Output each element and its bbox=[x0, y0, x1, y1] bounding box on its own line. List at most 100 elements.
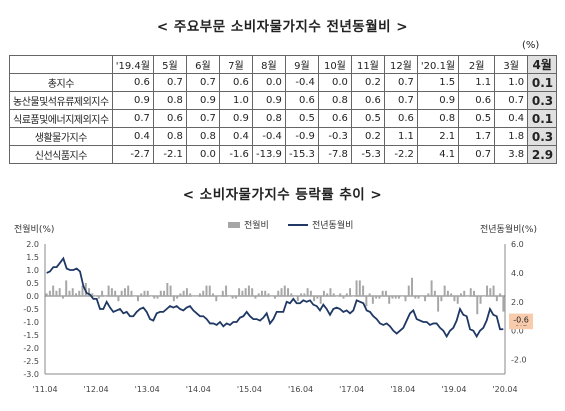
cell-value: 0.0 bbox=[251, 73, 286, 92]
bar-mom bbox=[110, 288, 113, 296]
bar-mom bbox=[329, 288, 332, 296]
bar-mom bbox=[274, 296, 276, 299]
bar-mom bbox=[446, 290, 449, 296]
bar-mom bbox=[221, 290, 224, 296]
bar-mom bbox=[75, 293, 77, 296]
left-axis-label: 전월비(%) bbox=[14, 223, 54, 235]
cell-value: 3.8 bbox=[494, 145, 529, 164]
row-label: 신선식품지수 bbox=[9, 145, 113, 164]
cell-value: 0.4 bbox=[494, 109, 529, 128]
cell-value: 0.6 bbox=[383, 109, 418, 128]
bar-mom bbox=[437, 296, 440, 312]
bar-mom bbox=[450, 293, 453, 296]
table-row: 농산물및석유류제외지수 0.9 0.8 0.9 1.0 0.9 0.6 0.8 0.6 0.7 0.… bbox=[9, 91, 558, 110]
table-corner bbox=[9, 55, 113, 74]
x-tick-label: '19.04 bbox=[441, 385, 466, 394]
cell-value: 0.9 bbox=[111, 91, 154, 110]
bar-mom bbox=[107, 285, 110, 296]
bar-mom bbox=[65, 280, 68, 296]
right-tick-label: -2.0 bbox=[511, 356, 527, 365]
bar-mom bbox=[202, 290, 205, 296]
bar-mom bbox=[290, 293, 293, 296]
x-tick-label: '14.04 bbox=[186, 385, 211, 394]
cell-value: 4.1 bbox=[416, 145, 460, 164]
bar-mom bbox=[482, 296, 485, 297]
bar-mom bbox=[371, 296, 374, 304]
cell-value: 0.8 bbox=[152, 127, 187, 146]
bar-mom bbox=[81, 285, 84, 296]
cell-value: 2.1 bbox=[416, 127, 460, 146]
col-header: 11월 bbox=[350, 55, 385, 74]
unit-label: (%) bbox=[522, 40, 540, 51]
bar-mom bbox=[420, 296, 423, 297]
bar-mom bbox=[391, 296, 394, 299]
cell-value: 0.5 bbox=[284, 109, 319, 128]
bar-mom bbox=[309, 290, 312, 296]
cell-value: -15.3 bbox=[284, 145, 319, 164]
bar-mom bbox=[78, 290, 81, 296]
bar-mom bbox=[195, 296, 198, 297]
bar-mom bbox=[212, 293, 214, 296]
row-label: 식료품및에너지제외지수 bbox=[9, 109, 113, 128]
cpi-trend-chart: 전월비(%) 전년동월비(%) 전월비 전년동월비 2.0 1.5 1.0 0.5 0.0 -0.… bbox=[14, 219, 537, 394]
cell-value: 0.8 bbox=[251, 109, 286, 128]
bar-mom bbox=[58, 288, 61, 296]
bar-mom bbox=[267, 293, 270, 296]
bar-mom bbox=[270, 296, 273, 297]
bar-mom bbox=[48, 290, 51, 296]
bar-mom bbox=[68, 290, 71, 296]
bar-mom bbox=[427, 293, 430, 296]
bar-mom bbox=[411, 277, 413, 296]
col-header: 3월 bbox=[494, 55, 529, 74]
bar-mom bbox=[257, 293, 260, 296]
bar-mom bbox=[479, 296, 482, 304]
bar-mom bbox=[244, 288, 247, 296]
cell-value: 1.8 bbox=[494, 127, 529, 146]
cell-value: 0.6 bbox=[111, 73, 154, 92]
bar-mom bbox=[225, 285, 228, 296]
bar-mom bbox=[459, 293, 462, 296]
bar-mom bbox=[358, 280, 361, 296]
bar-mom bbox=[117, 296, 120, 302]
col-header: 7월 bbox=[218, 55, 253, 74]
bar-mom bbox=[254, 296, 257, 299]
bar-mom bbox=[189, 293, 192, 296]
bar-mom bbox=[277, 290, 280, 296]
bar-mom bbox=[101, 290, 104, 296]
bar-mom bbox=[218, 296, 221, 297]
cell-value: 0.7 bbox=[152, 73, 187, 92]
cell-value: 0.7 bbox=[458, 145, 496, 164]
col-header: 8월 bbox=[251, 55, 286, 74]
bar-mom bbox=[182, 290, 185, 296]
table-row: 신선식품지수 -2.7 -2.1 0.0 -1.6 -13.9 -15.3 -7.8 -5.3-… bbox=[9, 145, 558, 164]
cell-value: 0.8 bbox=[317, 91, 352, 110]
bar-mom bbox=[433, 290, 436, 296]
bar-mom bbox=[159, 290, 162, 296]
bar-mom bbox=[417, 296, 420, 299]
x-tick-label: '20.04 bbox=[492, 385, 517, 394]
cell-value: 1.0 bbox=[218, 91, 253, 110]
row-label: 생활물가지수 bbox=[9, 127, 113, 146]
x-tick-label: '15.04 bbox=[237, 385, 262, 394]
bar-mom bbox=[404, 296, 407, 302]
bar-mom bbox=[172, 296, 175, 302]
left-tick-label: -2.0 bbox=[23, 344, 39, 353]
bar-mom bbox=[456, 296, 459, 304]
table-row: 식료품및에너지제외지수 0.7 0.6 0.7 0.9 0.8 0.5 0.6 0.5 0.6 0.… bbox=[9, 109, 558, 128]
cpi-table: '19.4월 5월 6월 7월 8월 9월 10월 11월 12월 '20.1월… bbox=[9, 55, 558, 164]
cell-value: -1.6 bbox=[218, 145, 253, 164]
bar-mom bbox=[345, 293, 348, 296]
bar-mom bbox=[130, 290, 133, 296]
table-row: 생활물가지수 0.4 0.8 0.8 0.4 -0.4 -0.9 -0.3 0.2 1.1 2.1 1… bbox=[9, 127, 558, 146]
left-tick-label: 0.0 bbox=[26, 292, 39, 301]
annotation-mom: -0.6 bbox=[513, 316, 529, 325]
x-tick-label: '18.04 bbox=[390, 385, 415, 394]
bar-mom bbox=[326, 293, 329, 296]
cell-value: -13.9 bbox=[251, 145, 286, 164]
bar-mom bbox=[52, 285, 55, 296]
bar-mom bbox=[234, 296, 237, 299]
col-header: '20.1월 bbox=[416, 55, 460, 74]
line-yoy bbox=[46, 256, 504, 339]
left-tick-label: 1.0 bbox=[26, 266, 39, 275]
bar-mom bbox=[303, 293, 306, 296]
